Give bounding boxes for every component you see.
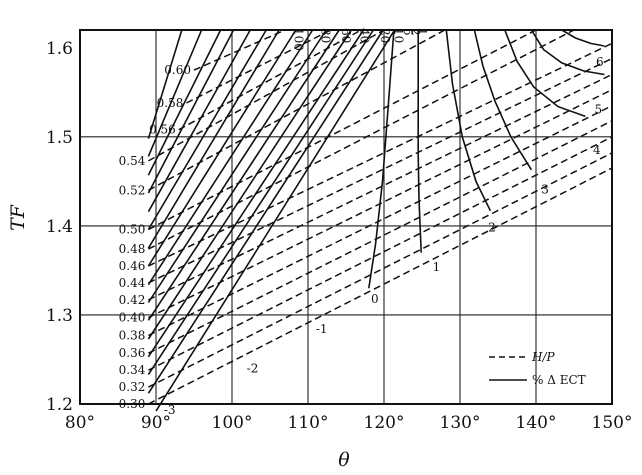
ect-line-5 — [147, 29, 297, 267]
ect-line-10 — [147, 29, 222, 176]
ect-curve-2 — [445, 29, 492, 212]
hp-line-0.42 — [148, 73, 613, 301]
ect-line-0 — [147, 29, 365, 358]
ect-label: 6 — [596, 55, 604, 69]
ect-line-6 — [147, 29, 280, 249]
ect-top-label-100: 100 — [291, 28, 305, 51]
hp-label-0.56: 0.56 — [149, 123, 176, 137]
ect-label: 5 — [594, 102, 602, 116]
ect-line-7 — [147, 29, 267, 230]
y-tick-label: 1.6 — [46, 39, 73, 59]
ect-top-label-20: 20 — [378, 28, 392, 43]
ect-line--1 — [147, 29, 375, 376]
hp-label-0.34: 0.34 — [119, 363, 146, 377]
ect-curve-0 — [368, 29, 395, 289]
ect-line-3 — [147, 29, 327, 303]
x-tick-label: 120° — [364, 413, 405, 433]
legend: H/P % Δ ECT — [489, 350, 586, 387]
x-tick-label: 130° — [440, 413, 481, 433]
legend-hp-label: H/P — [531, 350, 556, 364]
hp-line-0.52 — [148, 29, 446, 191]
hp-label-0.36: 0.36 — [119, 346, 146, 360]
x-tick-label: 110° — [288, 413, 329, 433]
x-tick-label: 80° — [65, 413, 95, 433]
hp-line-0.50 — [148, 29, 537, 231]
hp-line-0.36 — [148, 120, 613, 354]
x-tick-label: 150° — [592, 413, 633, 433]
x-tick-label: 90° — [141, 413, 171, 433]
ect-top-label-80: 80 — [319, 28, 333, 43]
hp-line-0.34 — [148, 136, 613, 371]
ect-line-12 — [147, 29, 183, 139]
ect-line-11 — [147, 29, 203, 157]
hp-line-0.56 — [178, 29, 362, 131]
hp-label-0.44: 0.44 — [119, 276, 146, 290]
ect-curve-5 — [530, 29, 605, 76]
ect-top-label-10: 10 — [392, 28, 406, 43]
ect-top-label-5: 5 — [401, 28, 415, 36]
axis-ticks: 80° 90° 100° 110° 120° 130° 140° 150° 1.2 1.3 1.4 1… — [46, 39, 633, 433]
ect-curve-1 — [417, 30, 422, 253]
y-tick-label: 1.3 — [46, 306, 73, 326]
ect-label: 4 — [593, 143, 601, 157]
y-tick-label: 1.2 — [46, 395, 73, 415]
ect-line-8 — [147, 29, 251, 213]
x-tick-label: 100° — [212, 413, 253, 433]
hp-line-0.58 — [186, 29, 332, 104]
x-axis-title: θ — [338, 449, 350, 471]
ect-series-group — [147, 29, 396, 412]
hp-label-0.52: 0.52 — [119, 183, 146, 197]
y-tick-label: 1.4 — [46, 217, 73, 237]
ect-top-label-1: 1 — [415, 28, 429, 36]
hp-label-0.30: 0.30 — [119, 397, 146, 411]
x-tick-label: 140° — [516, 413, 557, 433]
ect-line--2 — [147, 29, 384, 394]
ect-curve-6 — [561, 29, 605, 47]
hp-label-0.60: 0.60 — [164, 63, 191, 77]
ect-line-9 — [147, 29, 235, 194]
ect-label: -1 — [316, 322, 328, 336]
hp-label-0.42: 0.42 — [119, 293, 146, 307]
legend-ect-label: % Δ ECT — [532, 373, 586, 387]
ect-line-2 — [147, 29, 340, 321]
hp-label-0.32: 0.32 — [119, 380, 146, 394]
plot-frame — [79, 29, 613, 405]
ect-top-label-2: 2 — [408, 28, 422, 36]
grid — [80, 30, 612, 404]
hp-label-0.46: 0.46 — [119, 259, 146, 273]
ect-label: 3 — [541, 182, 549, 196]
hp-line-0.54 — [148, 29, 385, 162]
ect-label: 0 — [371, 292, 379, 306]
hp-line-0.46 — [148, 42, 613, 267]
ect-line-1 — [147, 29, 352, 340]
hp-line-0.38 — [148, 105, 613, 337]
ect-curve-3 — [473, 29, 533, 171]
ect-curve-group — [368, 29, 605, 289]
y-tick-label: 1.5 — [46, 128, 73, 148]
hp-line-0.30 — [148, 167, 613, 405]
ect-label: 2 — [488, 221, 496, 235]
hp-label-0.40: 0.40 — [119, 311, 146, 325]
hp-label-0.48: 0.48 — [119, 242, 146, 256]
ect-line-4 — [147, 29, 314, 286]
ect-top-label-40: 40 — [357, 28, 371, 43]
y-axis-title: TF — [7, 204, 29, 231]
hp-label-0.58: 0.58 — [157, 96, 184, 110]
hp-line-0.44 — [148, 57, 613, 284]
hp-label-0.54: 0.54 — [119, 154, 146, 168]
ect-line--3 — [155, 29, 396, 412]
ect-top-label-60: 60 — [339, 28, 353, 43]
hp-label-0.38: 0.38 — [119, 328, 146, 342]
hp-line-0.32 — [148, 152, 613, 388]
hp-label-0.50: 0.50 — [119, 222, 146, 236]
ect-curve-4 — [504, 29, 586, 118]
ect-label: 1 — [433, 260, 441, 274]
ect-label: -2 — [247, 361, 259, 375]
series-labels: 0.30 0.32 0.34 0.36 0.38 0.40 0.42 0.44 0.46 0.48… — [119, 28, 604, 417]
ect-label: -3 — [164, 403, 176, 417]
